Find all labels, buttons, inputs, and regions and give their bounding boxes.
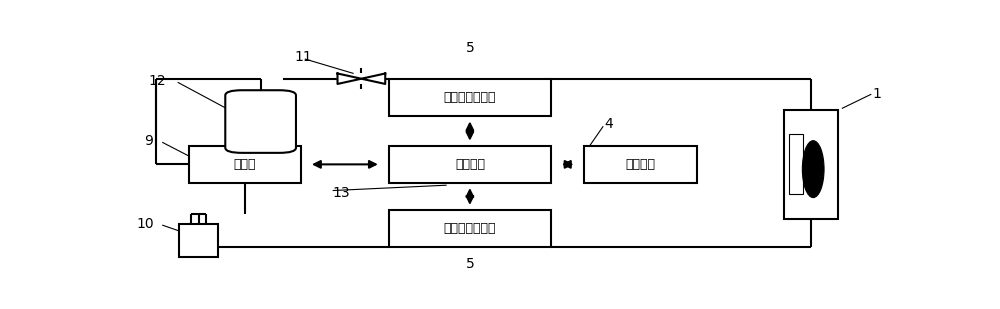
Text: 10: 10 <box>137 217 154 231</box>
Bar <box>789 134 803 194</box>
FancyBboxPatch shape <box>225 90 296 153</box>
Polygon shape <box>361 74 385 84</box>
Bar <box>189 146 301 183</box>
Text: 两位两通电磁阀: 两位两通电磁阀 <box>444 222 496 235</box>
Bar <box>388 210 551 247</box>
Text: 真空泵: 真空泵 <box>234 158 256 171</box>
Text: 1: 1 <box>873 87 882 101</box>
Text: 5: 5 <box>466 41 474 55</box>
Text: 11: 11 <box>294 50 312 64</box>
Text: 9: 9 <box>144 133 153 148</box>
Text: 两位两通电磁阀: 两位两通电磁阀 <box>444 91 496 104</box>
Bar <box>388 146 551 183</box>
Polygon shape <box>338 74 361 84</box>
Text: 12: 12 <box>148 74 166 88</box>
Text: 5: 5 <box>466 257 474 271</box>
Text: 主控制器: 主控制器 <box>455 158 485 171</box>
Text: 13: 13 <box>333 186 350 200</box>
Bar <box>584 146 697 183</box>
Bar <box>179 224 218 257</box>
Text: 升降装置: 升降装置 <box>625 158 655 171</box>
Ellipse shape <box>802 141 824 197</box>
Bar <box>388 79 551 116</box>
Bar <box>784 110 838 219</box>
Text: 4: 4 <box>604 117 613 131</box>
